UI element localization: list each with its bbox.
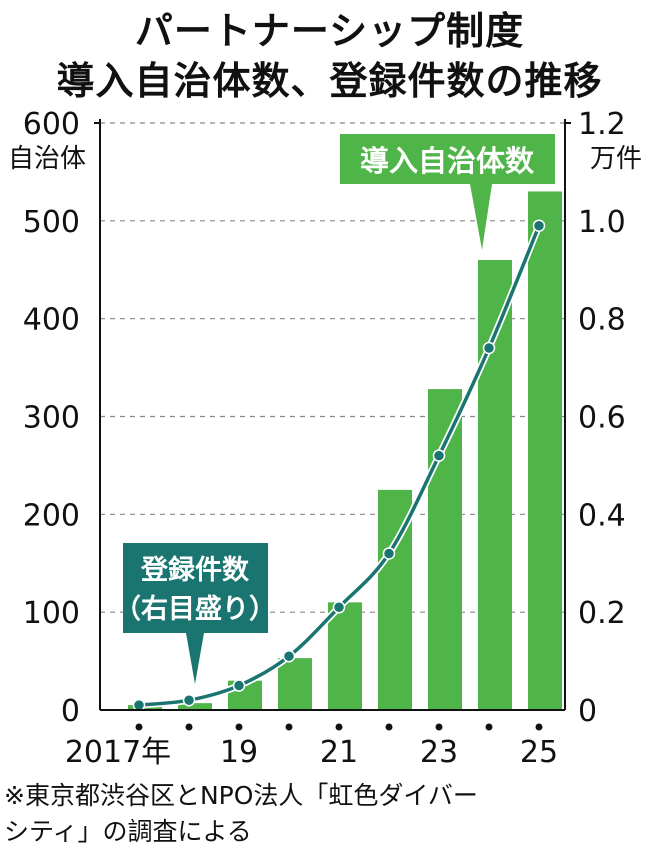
line-callout-pointer bbox=[186, 633, 204, 684]
right-tick-label: 0.2 bbox=[578, 596, 626, 631]
right-tick-label: 0.8 bbox=[578, 303, 626, 338]
source-note: ※東京都渋谷区とNPO法人「虹色ダイバー シティ」の調査による bbox=[4, 778, 478, 850]
bar-2018 bbox=[178, 703, 212, 710]
x-tick-label: 23 bbox=[420, 735, 458, 770]
x-tick-dot bbox=[135, 723, 143, 731]
source-note-line-2: シティ」の調査による bbox=[4, 817, 252, 846]
chart-title: パートナーシップ制度 導入自治体数、登録件数の推移 bbox=[0, 6, 659, 106]
left-tick-label: 600 bbox=[23, 107, 80, 142]
x-tick-dot bbox=[235, 723, 243, 731]
line-point-2019 bbox=[232, 679, 246, 692]
left-tick-label: 300 bbox=[23, 401, 80, 436]
line-callout-label-2: （右目盛り） bbox=[114, 594, 276, 625]
left-tick-label: 500 bbox=[23, 205, 80, 240]
line-point-2024 bbox=[482, 341, 496, 355]
line-point-2021 bbox=[332, 601, 346, 614]
line-point-2023 bbox=[432, 449, 446, 462]
right-tick-label: 0.6 bbox=[578, 401, 626, 436]
x-tick-dot bbox=[435, 723, 443, 731]
bar-2020 bbox=[278, 658, 312, 710]
line-point-2017 bbox=[132, 698, 146, 712]
left-tick-label: 100 bbox=[23, 596, 80, 631]
right-tick-label: 1.2 bbox=[578, 107, 626, 142]
right-axis-unit: 万件 bbox=[590, 144, 642, 174]
left-tick-label: 400 bbox=[23, 303, 80, 338]
x-tick-dot bbox=[535, 723, 543, 731]
line-point-2020 bbox=[282, 649, 296, 663]
bar-callout-box bbox=[340, 134, 555, 184]
title-line-1: パートナーシップ制度 bbox=[134, 9, 525, 53]
title-line-2: 導入自治体数、登録件数の推移 bbox=[56, 59, 603, 103]
bar-callout-label: 導入自治体数 bbox=[360, 144, 535, 178]
x-tick-dot bbox=[185, 723, 193, 731]
right-tick-label: 1.0 bbox=[578, 205, 626, 240]
left-tick-label: 200 bbox=[23, 498, 80, 533]
line-series bbox=[132, 219, 546, 712]
x-tick-dot bbox=[385, 723, 393, 731]
x-tick-label: 25 bbox=[520, 735, 558, 770]
x-tick-dot bbox=[335, 723, 343, 731]
x-tick-label: 21 bbox=[320, 735, 358, 770]
bar-2025 bbox=[528, 191, 562, 710]
bar-2021 bbox=[328, 602, 362, 710]
bar-callout-pointer bbox=[470, 184, 492, 250]
line-point-2022 bbox=[382, 547, 396, 560]
x-tick-label: 2017年 bbox=[65, 735, 171, 770]
x-tick-label: 19 bbox=[220, 735, 258, 770]
line-point-2018 bbox=[182, 693, 196, 707]
x-tick-dot bbox=[485, 723, 493, 731]
right-tick-label: 0.4 bbox=[578, 498, 626, 533]
left-axis-unit: 自治体 bbox=[8, 144, 86, 174]
line-point-2025 bbox=[532, 219, 546, 232]
chart: 0 100 200 300 400 500 600 0 0.2 0.4 0.6 0.8 1.0 1.2 自治… bbox=[8, 107, 642, 770]
line-callout-label-1: 登録件数 bbox=[140, 554, 250, 586]
left-tick-label: 0 bbox=[61, 694, 80, 729]
x-tick-dot bbox=[285, 723, 293, 731]
right-tick-label: 0 bbox=[578, 694, 597, 729]
axes: 0 100 200 300 400 500 600 0 0.2 0.4 0.6 0.8 1.0 1.2 自治… bbox=[8, 107, 642, 770]
line-callout-box bbox=[123, 543, 268, 633]
source-note-line-1: ※東京都渋谷区とNPO法人「虹色ダイバー bbox=[4, 781, 478, 810]
